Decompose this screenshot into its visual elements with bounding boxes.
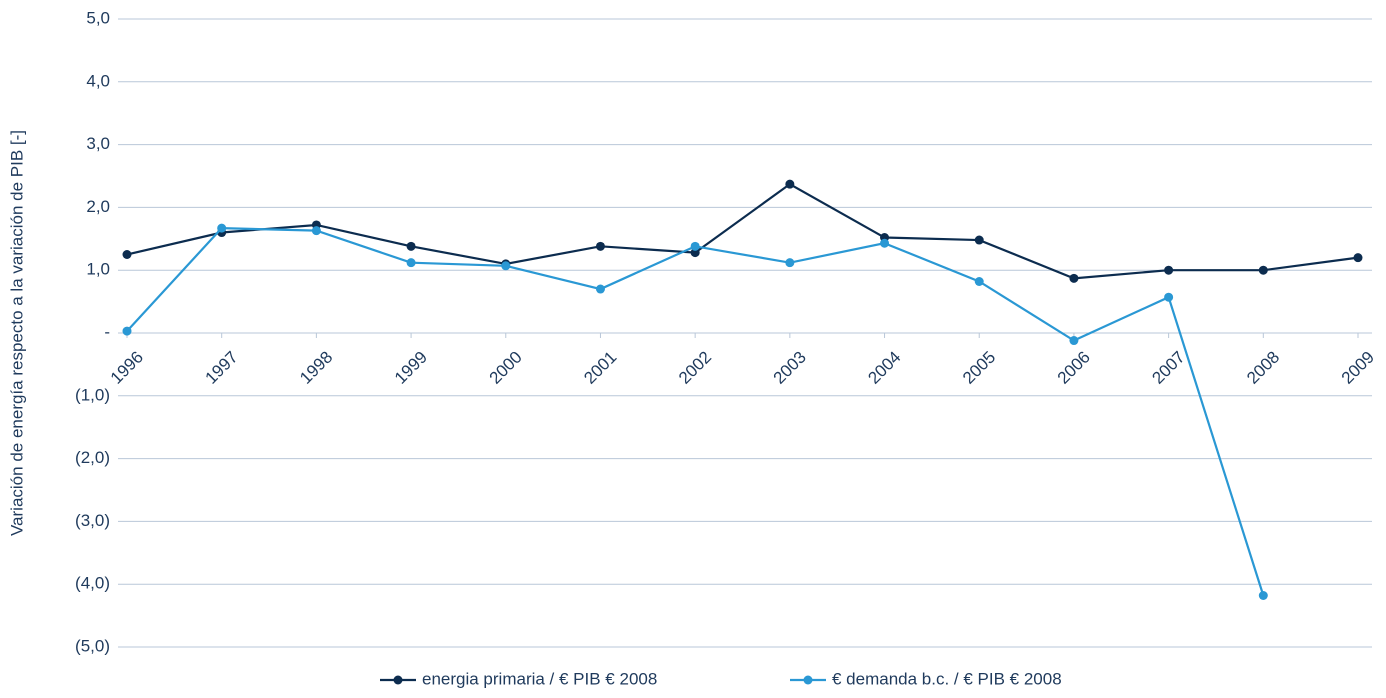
data-point	[1069, 336, 1079, 346]
data-point	[785, 258, 795, 268]
data-point	[1069, 273, 1079, 283]
x-tick-label: 1998	[296, 348, 336, 388]
y-tick-label: (3,0)	[75, 511, 110, 530]
data-point	[595, 284, 605, 294]
data-point	[690, 241, 700, 251]
series-line	[126, 182, 1359, 280]
x-tick-label: 2000	[486, 348, 526, 388]
legend-label: energia primaria / € PIB € 2008	[422, 669, 657, 688]
x-tick-label: 1999	[391, 348, 431, 388]
x-tick-label: 2003	[770, 348, 810, 388]
y-tick-label: 1,0	[86, 260, 110, 279]
x-tick-label: 2007	[1148, 348, 1188, 388]
data-point	[785, 179, 795, 189]
data-point	[690, 248, 700, 258]
x-tick-label: 2001	[580, 348, 620, 388]
x-tick-label: 1997	[202, 348, 242, 388]
data-point	[974, 277, 984, 287]
data-point	[1164, 292, 1174, 302]
x-tick-label: 2006	[1054, 348, 1094, 388]
data-point	[880, 238, 890, 248]
data-point	[122, 326, 132, 336]
data-point	[1258, 591, 1268, 601]
data-point	[1164, 265, 1174, 275]
y-tick-label: (2,0)	[75, 448, 110, 467]
y-tick-label: 3,0	[86, 134, 110, 153]
x-tick-label: 2005	[959, 348, 999, 388]
y-tick-label: (1,0)	[75, 385, 110, 404]
y-tick-label: 5,0	[86, 8, 110, 27]
y-axis-label: Variación de energía respecto a la varia…	[7, 130, 26, 536]
data-point	[311, 226, 321, 236]
x-tick-label: 2004	[864, 348, 904, 388]
y-tick-label: (4,0)	[75, 574, 110, 593]
legend-label: € demanda b.c. / € PIB € 2008	[832, 669, 1062, 688]
x-tick-label: 2008	[1243, 348, 1283, 388]
data-point	[122, 250, 132, 259]
data-point	[406, 258, 416, 268]
data-point	[974, 235, 984, 245]
series-line	[126, 227, 1265, 596]
x-tick-label: 2009	[1338, 348, 1378, 388]
legend-marker	[803, 675, 813, 685]
data-point	[595, 241, 605, 251]
legend-marker	[393, 675, 403, 685]
x-tick-label: 2002	[675, 348, 715, 388]
y-tick-label: 2,0	[86, 197, 110, 216]
data-point	[406, 241, 416, 251]
data-point	[1353, 253, 1363, 263]
data-point	[217, 223, 227, 233]
y-tick-label: 4,0	[86, 71, 110, 90]
data-point	[1258, 265, 1268, 275]
y-tick-label: -	[104, 322, 110, 341]
data-point	[501, 261, 511, 271]
x-tick-label: 1996	[107, 348, 147, 388]
y-tick-label: (5,0)	[75, 636, 110, 655]
